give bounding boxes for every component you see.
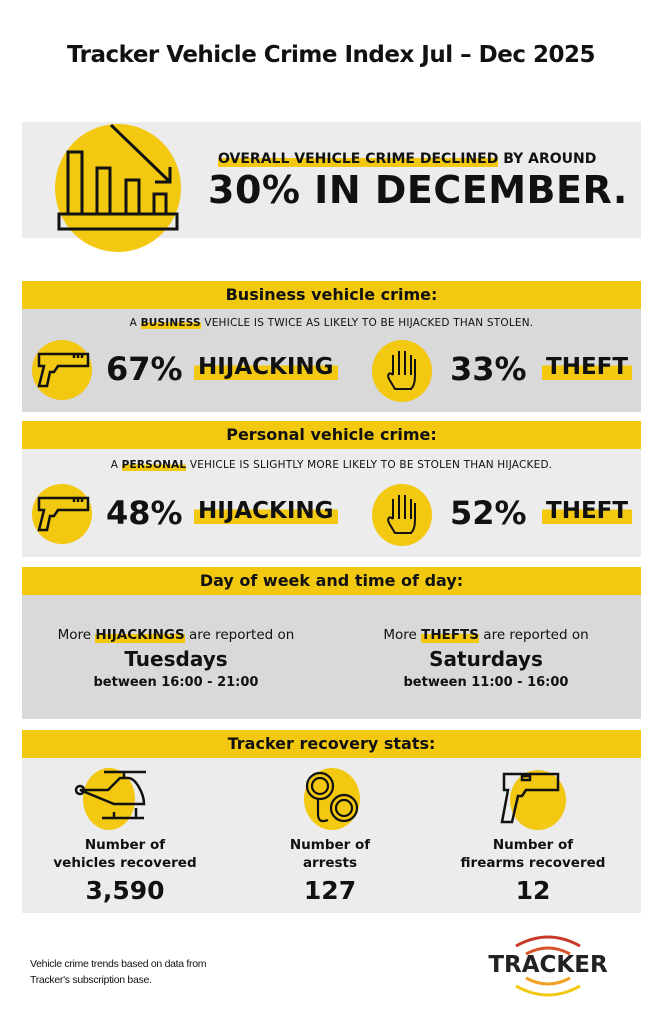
personal-header: Personal vehicle crime:	[22, 421, 641, 449]
business-line: A BUSINESS VEHICLE IS TWICE AS LIKELY TO…	[22, 317, 641, 329]
thefts-highlight: THEFTS	[421, 627, 479, 643]
business-hijack-label: HIJACKING	[194, 354, 338, 380]
t: vehicles recovered	[53, 855, 197, 871]
pistol-icon	[500, 772, 560, 824]
theft-time: between 11:00 - 16:00	[403, 675, 569, 690]
headline-big: 30% IN DECEMBER.	[208, 168, 628, 212]
stat-value: 3,590	[85, 876, 165, 905]
hijack-day: Tuesdays	[124, 647, 228, 671]
stat-firearms: Number of firearms recovered 12	[433, 836, 633, 905]
t: Tracker's subscription base.	[30, 974, 152, 986]
pistol-circle	[510, 770, 566, 830]
t: Number of	[289, 837, 371, 853]
page-title: Tracker Vehicle Crime Index Jul – Dec 20…	[66, 42, 596, 68]
t: arrests	[302, 855, 358, 871]
t: Number of	[84, 837, 166, 853]
headline-line: OVERALL VEHICLE CRIME DECLINED BY AROUND	[218, 151, 596, 167]
t: VEHICLE IS TWICE AS LIKELY TO BE HIJACKE…	[200, 317, 534, 329]
declining-bar-chart-icon	[57, 123, 179, 231]
business-hijack-pct: 67%	[106, 350, 183, 388]
footnote: Vehicle crime trends based on data from T…	[30, 956, 207, 988]
helicopter-icon	[74, 770, 146, 820]
day-right: More THEFTS are reported on Saturdays be…	[336, 627, 636, 690]
hand-circle	[372, 340, 432, 402]
t: Vehicle crime trends based on data from	[30, 958, 207, 970]
stat-arrests: Number of arrests 127	[230, 836, 430, 905]
day-left: More HIJACKINGS are reported on Tuesdays…	[26, 627, 326, 690]
t: A	[110, 459, 122, 471]
t: More	[383, 627, 422, 643]
day-header: Day of week and time of day:	[22, 567, 641, 595]
chart-circle	[55, 124, 181, 252]
t: firearms recovered	[460, 855, 606, 871]
gun-icon	[37, 496, 90, 532]
personal-hijack-pct: 48%	[106, 494, 183, 532]
business-theft-pct: 33%	[450, 350, 527, 388]
business-highlight: BUSINESS	[140, 317, 201, 329]
personal-theft-label: THEFT	[542, 498, 633, 524]
stat-value: 12	[515, 876, 551, 905]
personal-line: A PERSONAL VEHICLE IS SLIGHTLY MORE LIKE…	[22, 459, 641, 471]
hijackings-highlight: HIJACKINGS	[95, 627, 185, 643]
logo-text: TRACKER	[488, 952, 608, 978]
business-theft-label: THEFT	[542, 354, 633, 380]
business-header: Business vehicle crime:	[22, 281, 641, 309]
t: are reported on	[479, 627, 589, 643]
personal-hijack-label: HIJACKING	[194, 498, 338, 524]
stat-vehicles: Number of vehicles recovered 3,590	[25, 836, 225, 905]
t: VEHICLE IS SLIGHTLY MORE LIKELY TO BE ST…	[186, 459, 553, 471]
day-panel	[22, 595, 641, 719]
recovery-header: Tracker recovery stats:	[22, 730, 641, 758]
t: Number of	[492, 837, 574, 853]
stat-value: 127	[303, 876, 357, 905]
headline-highlight: OVERALL VEHICLE CRIME DECLINED	[218, 151, 499, 167]
handcuffs-icon	[305, 771, 359, 823]
hijack-time: between 16:00 - 21:00	[93, 675, 259, 690]
hand-circle	[372, 484, 432, 546]
hand-icon	[387, 495, 416, 534]
personal-highlight: PERSONAL	[121, 459, 187, 471]
personal-theft-pct: 52%	[450, 494, 527, 532]
t: More	[57, 627, 96, 643]
gun-icon	[37, 352, 90, 388]
t: are reported on	[184, 627, 295, 643]
theft-day: Saturdays	[429, 647, 543, 671]
t: A	[129, 317, 141, 329]
hand-icon	[387, 351, 416, 390]
headline-rest: BY AROUND	[498, 151, 597, 167]
tracker-logo: TRACKER	[488, 935, 608, 997]
